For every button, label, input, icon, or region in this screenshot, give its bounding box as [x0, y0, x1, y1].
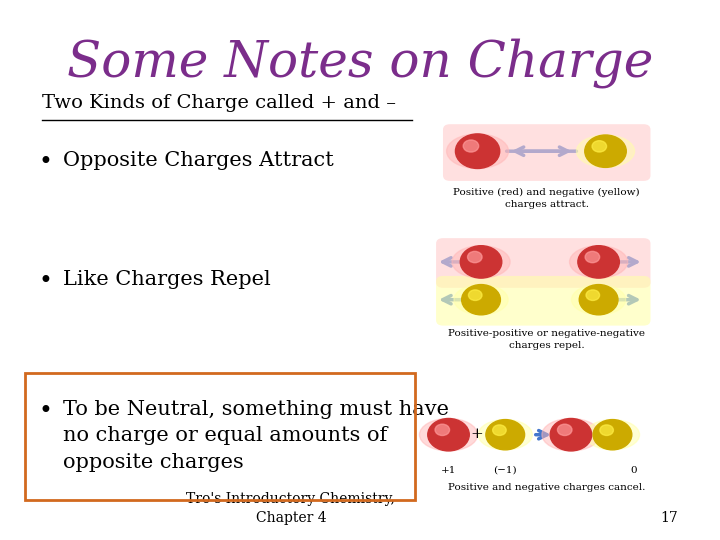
Circle shape — [469, 290, 482, 300]
Text: Tro's Introductory Chemistry,
Chapter 4: Tro's Introductory Chemistry, Chapter 4 — [186, 492, 395, 525]
Text: +1: +1 — [441, 466, 456, 475]
Circle shape — [585, 135, 626, 167]
Text: Some Notes on Charge: Some Notes on Charge — [67, 38, 653, 88]
Ellipse shape — [570, 246, 628, 278]
Text: (−1): (−1) — [493, 466, 517, 475]
Text: •: • — [38, 151, 53, 174]
Circle shape — [585, 251, 600, 262]
Circle shape — [462, 285, 500, 315]
Circle shape — [435, 424, 449, 435]
Ellipse shape — [572, 285, 626, 315]
Ellipse shape — [585, 420, 639, 450]
Text: Opposite Charges Attract: Opposite Charges Attract — [63, 151, 333, 170]
Circle shape — [586, 290, 600, 300]
Text: •: • — [38, 400, 53, 423]
Circle shape — [557, 424, 572, 435]
Circle shape — [486, 420, 525, 450]
Circle shape — [578, 246, 619, 278]
Text: Like Charges Repel: Like Charges Repel — [63, 270, 270, 289]
Circle shape — [580, 285, 618, 315]
Text: •: • — [38, 270, 53, 293]
Circle shape — [463, 140, 479, 152]
Circle shape — [592, 140, 606, 152]
Circle shape — [600, 425, 613, 435]
FancyBboxPatch shape — [436, 238, 650, 288]
Ellipse shape — [577, 135, 634, 167]
Ellipse shape — [420, 418, 477, 451]
Circle shape — [492, 425, 506, 435]
Circle shape — [456, 134, 500, 168]
Text: Positive-positive or negative-negative
charges repel.: Positive-positive or negative-negative c… — [449, 329, 645, 350]
Ellipse shape — [542, 418, 600, 451]
Text: +: + — [470, 427, 483, 441]
Text: Positive and negative charges cancel.: Positive and negative charges cancel. — [448, 483, 645, 492]
FancyBboxPatch shape — [443, 124, 650, 181]
Circle shape — [460, 246, 502, 278]
Text: Positive (red) and negative (yellow)
charges attract.: Positive (red) and negative (yellow) cha… — [454, 188, 640, 209]
Circle shape — [593, 420, 632, 450]
Circle shape — [550, 418, 592, 451]
Ellipse shape — [452, 246, 510, 278]
Text: To be Neutral, something must have
no charge or equal amounts of
opposite charge: To be Neutral, something must have no ch… — [63, 400, 449, 471]
Text: 17: 17 — [660, 511, 678, 525]
Ellipse shape — [446, 134, 508, 168]
Text: 0: 0 — [630, 466, 636, 475]
Circle shape — [467, 251, 482, 262]
Ellipse shape — [478, 420, 532, 450]
FancyBboxPatch shape — [436, 276, 650, 326]
Circle shape — [428, 418, 469, 451]
Text: Two Kinds of Charge called + and –: Two Kinds of Charge called + and – — [42, 94, 396, 112]
Ellipse shape — [454, 285, 508, 315]
